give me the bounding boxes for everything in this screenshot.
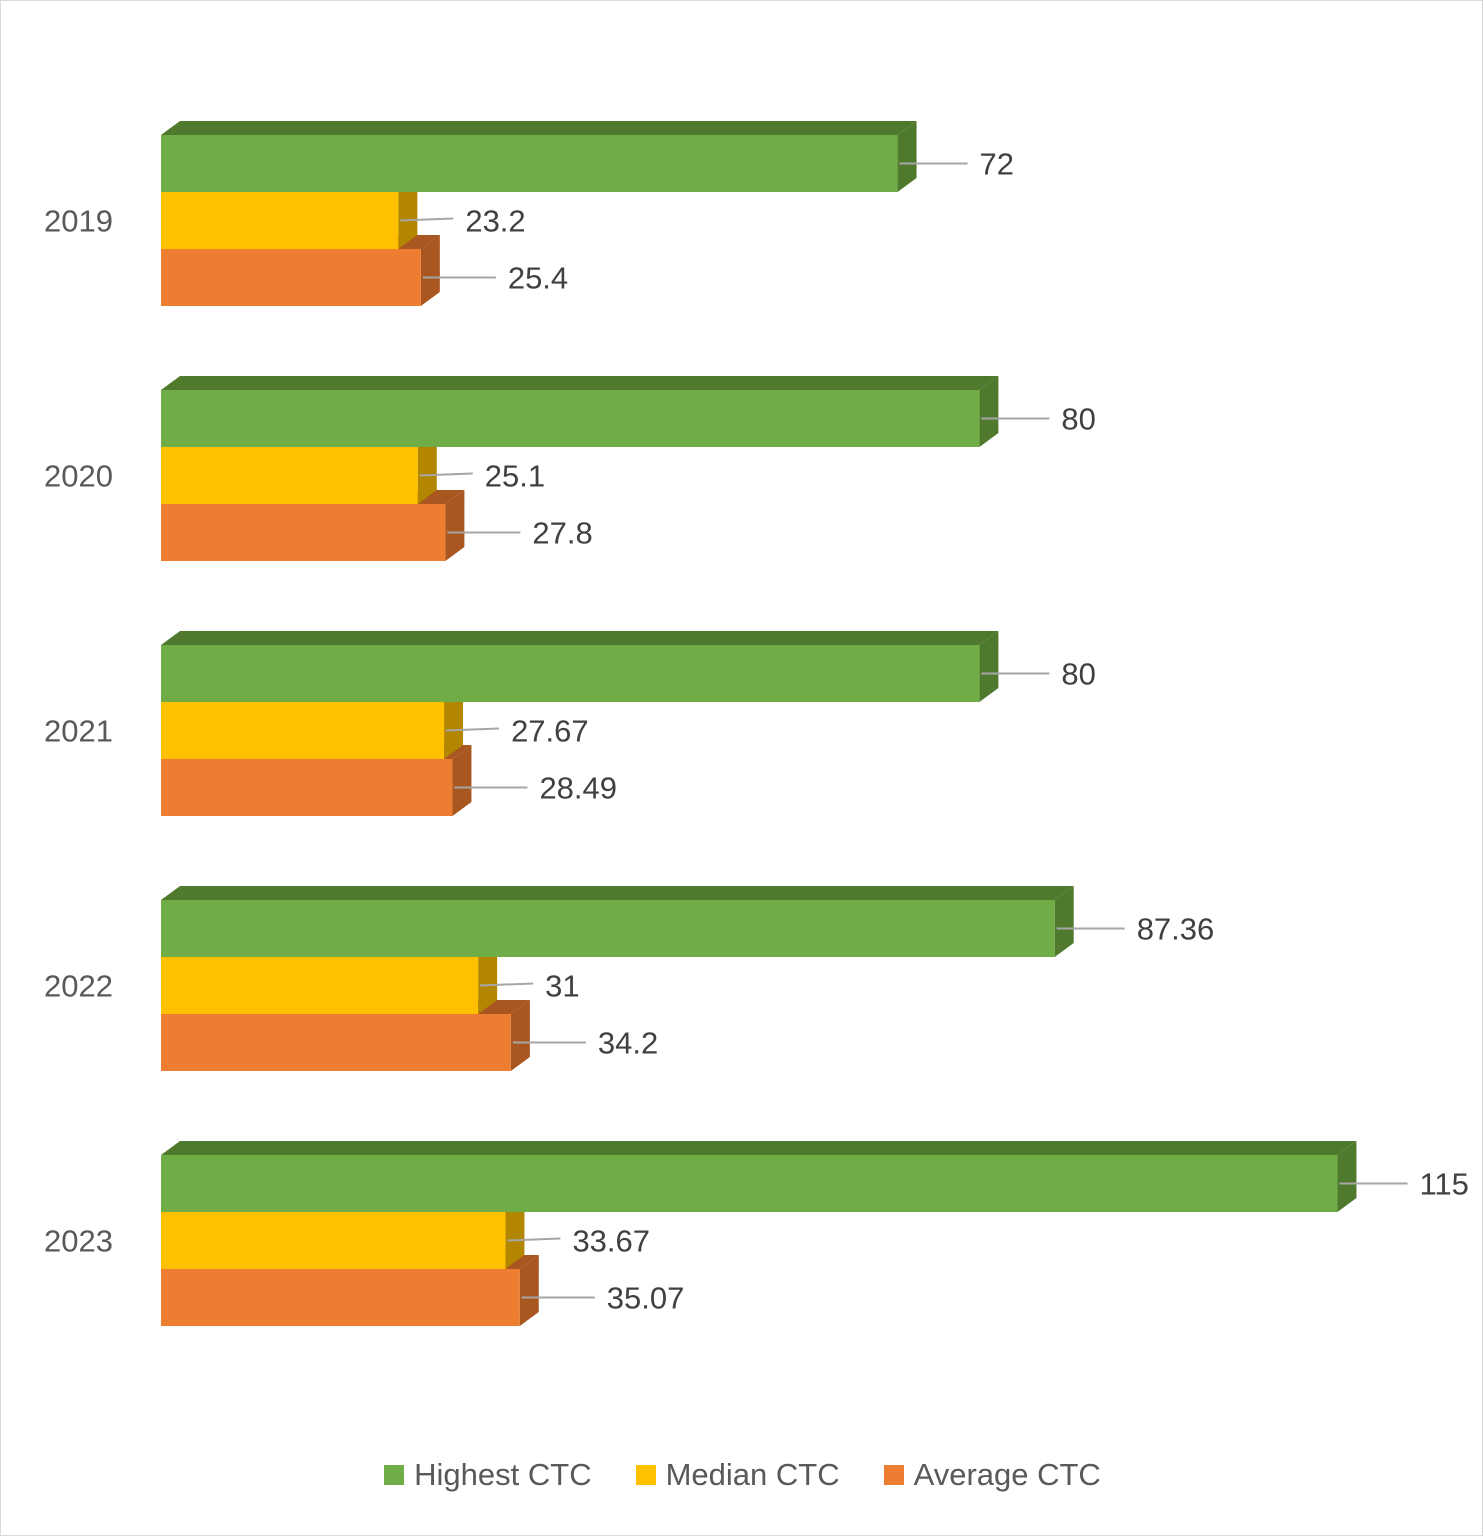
category-label-2019: 2019: [44, 204, 113, 239]
bar-side-median-2019: [398, 178, 418, 249]
bar-group-2020: 2020 80 25.1 27.8: [44, 376, 1096, 561]
bar-side-median-2020: [417, 433, 437, 504]
bar-side-highest-2022: [1054, 886, 1074, 957]
bar-side-average-2020: [445, 490, 465, 561]
bar-highest-2022: [161, 900, 1055, 957]
bar-average-2020: [161, 504, 446, 561]
category-label-2022: 2022: [44, 969, 113, 1004]
bar-side-highest-2019: [897, 121, 917, 192]
legend-swatch-highest: [384, 1465, 405, 1485]
bar-side-average-2019: [420, 235, 440, 306]
bar-highest-2019: [161, 135, 898, 192]
bar-side-median-2023: [505, 1198, 525, 1269]
bar-top-highest-2022: [161, 886, 1074, 900]
bar-side-highest-2023: [1337, 1141, 1357, 1212]
bar-median-2022: [161, 957, 479, 1014]
data-label-average-2023: 35.07: [607, 1281, 685, 1316]
bar-highest-2023: [161, 1155, 1338, 1212]
data-label-average-2020: 27.8: [532, 516, 592, 551]
data-label-average-2021: 28.49: [539, 771, 617, 806]
bar-side-median-2022: [478, 943, 498, 1014]
bar-top-highest-2019: [161, 121, 917, 135]
bar-group-2021: 2021 80 27.67 28.49: [44, 631, 1096, 816]
bar-group-2019: 2019 72 23.2 25.4: [44, 121, 1014, 306]
leader-line-median-2019: [400, 217, 454, 222]
bar-top-highest-2020: [161, 376, 999, 390]
bar-group-2023: 2023 115 33.67 35.07: [44, 1141, 1469, 1326]
data-label-highest-2021: 80: [1061, 657, 1095, 692]
legend-label-highest: Highest CTC: [414, 1457, 592, 1492]
category-label-2020: 2020: [44, 459, 113, 494]
bar-median-2023: [161, 1212, 506, 1269]
bar-top-highest-2023: [161, 1141, 1357, 1155]
data-label-median-2023: 33.67: [572, 1224, 650, 1259]
legend-swatch-median: [635, 1465, 656, 1485]
leader-line-median-2021: [446, 727, 500, 732]
data-label-highest-2023: 115: [1419, 1167, 1468, 1202]
bar-average-2019: [161, 249, 421, 306]
data-label-average-2019: 25.4: [508, 261, 568, 296]
data-label-average-2022: 34.2: [598, 1026, 658, 1061]
bar-average-2021: [161, 759, 453, 816]
bar-median-2019: [161, 192, 399, 249]
bar-side-average-2021: [452, 745, 472, 816]
bar-side-highest-2020: [979, 376, 999, 447]
data-label-highest-2019: 72: [980, 147, 1014, 182]
data-label-median-2022: 31: [545, 969, 579, 1004]
bar-median-2020: [161, 447, 418, 504]
legend-item-average: Average CTC: [883, 1457, 1101, 1493]
leader-line-median-2023: [507, 1237, 561, 1242]
bar-highest-2021: [161, 645, 980, 702]
data-label-median-2021: 27.67: [511, 714, 589, 749]
plot-area: 20197223.225.420208025.127.820218027.672…: [44, 121, 1469, 1326]
leader-line-median-2020: [419, 472, 473, 477]
legend-label-average: Average CTC: [913, 1457, 1101, 1492]
legend: Highest CTC Median CTC Average CTC: [1, 1453, 1483, 1497]
legend-swatch-average: [883, 1465, 904, 1485]
bar-side-average-2022: [510, 1000, 530, 1071]
data-label-highest-2020: 80: [1061, 402, 1095, 437]
bar-side-highest-2021: [979, 631, 999, 702]
bar-average-2023: [161, 1269, 520, 1326]
bar-highest-2020: [161, 390, 980, 447]
category-label-2023: 2023: [44, 1224, 113, 1259]
category-label-2021: 2021: [44, 714, 113, 749]
bar-median-2021: [161, 702, 445, 759]
bar-group-2022: 2022 87.36 31 34.2: [44, 886, 1214, 1071]
data-label-median-2020: 25.1: [485, 459, 545, 494]
bar-average-2022: [161, 1014, 511, 1071]
data-label-median-2019: 23.2: [465, 204, 525, 239]
data-label-highest-2022: 87.36: [1137, 912, 1215, 947]
leader-line-median-2022: [480, 982, 534, 987]
bar-top-highest-2021: [161, 631, 999, 645]
bar-side-median-2021: [444, 688, 464, 759]
legend-label-median: Median CTC: [665, 1457, 840, 1492]
legend-item-median: Median CTC: [635, 1457, 840, 1493]
bar-side-average-2023: [519, 1255, 539, 1326]
legend-item-highest: Highest CTC: [384, 1457, 592, 1493]
